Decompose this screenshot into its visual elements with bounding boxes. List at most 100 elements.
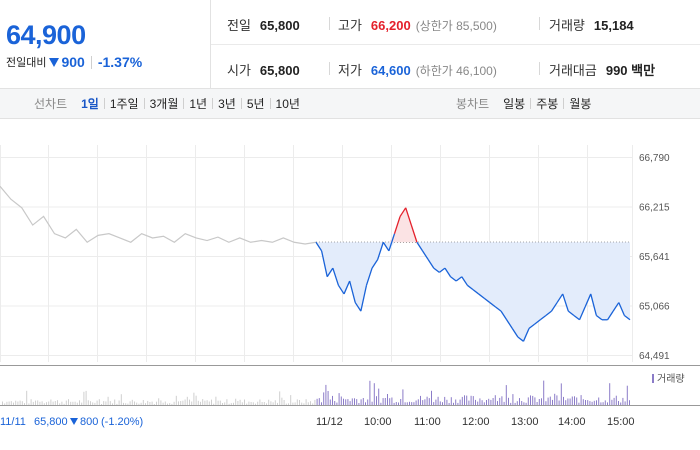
volume-bar bbox=[19, 400, 21, 405]
volume-bar bbox=[94, 402, 96, 405]
tab-5year[interactable]: 5년 bbox=[246, 97, 265, 111]
volume-bar bbox=[123, 402, 124, 405]
tab-weekly-candle[interactable]: 주봉 bbox=[536, 97, 559, 111]
prev-close-value: 65,800 bbox=[259, 18, 300, 33]
tab-monthly-candle[interactable]: 월봉 bbox=[569, 97, 592, 111]
volume-bar bbox=[448, 403, 450, 405]
volume-bar bbox=[305, 399, 307, 405]
prev-day-line bbox=[0, 185, 317, 245]
price-line-segment bbox=[528, 323, 536, 329]
volume-bar bbox=[26, 390, 28, 405]
volume-bar bbox=[461, 396, 463, 405]
volume-bar bbox=[620, 402, 622, 405]
volume-bar bbox=[538, 399, 540, 405]
volume-bar bbox=[563, 396, 564, 405]
volume-bar bbox=[162, 402, 164, 405]
tab-1week[interactable]: 1주일 bbox=[109, 97, 139, 111]
volume-bar bbox=[83, 391, 85, 405]
amount-label: 거래대금 bbox=[549, 63, 597, 78]
price-line-segment bbox=[326, 267, 334, 278]
amount-value: 990 백만 bbox=[605, 63, 656, 78]
volume-bar bbox=[426, 396, 428, 405]
tab-10year[interactable]: 10년 bbox=[275, 97, 300, 111]
high-label: 고가 bbox=[338, 18, 362, 33]
volume-bar bbox=[389, 398, 391, 405]
price-line-segment bbox=[455, 276, 463, 282]
volume-bar bbox=[125, 403, 127, 405]
volume-bar bbox=[175, 395, 177, 405]
volume-bar bbox=[362, 398, 364, 405]
tab-3year[interactable]: 3년 bbox=[218, 97, 236, 111]
volume-bar bbox=[490, 399, 492, 405]
candle-chart-tabs: 봉차트 일봉 주봉 월봉 bbox=[456, 95, 596, 112]
chart-period-bar: 선차트 1일 1주일 3개월 1년 3년 5년 10년 봉차트 일봉 주봉 월봉 bbox=[0, 89, 700, 119]
volume-bar bbox=[558, 400, 560, 405]
volume-bar bbox=[149, 402, 151, 405]
volume-bar bbox=[312, 403, 314, 405]
volume-bar bbox=[131, 399, 133, 405]
volume-bar bbox=[296, 399, 298, 405]
price-line-segment bbox=[337, 284, 345, 295]
volume-bar bbox=[241, 402, 243, 405]
volume-bar bbox=[593, 400, 595, 405]
price-line-segment bbox=[562, 293, 569, 312]
volume-bar bbox=[96, 400, 98, 405]
tab-1year[interactable]: 1년 bbox=[189, 97, 208, 111]
x-tick-label: 13:00 bbox=[511, 416, 539, 428]
volume-bar bbox=[574, 396, 575, 405]
tab-divider bbox=[103, 98, 105, 109]
volume-bar bbox=[384, 398, 386, 405]
volume-bar bbox=[472, 396, 474, 405]
volume-bar bbox=[417, 399, 419, 405]
volume-bar bbox=[307, 402, 309, 405]
volume-bar bbox=[167, 403, 168, 405]
volume-bar bbox=[327, 391, 329, 405]
price-line-segment bbox=[556, 293, 564, 303]
volume-bar bbox=[87, 400, 89, 405]
price-line-segment bbox=[578, 306, 586, 321]
volume-bar bbox=[74, 401, 76, 405]
volume-bar bbox=[519, 398, 520, 405]
volume-bar bbox=[321, 402, 322, 405]
divider bbox=[329, 62, 330, 75]
volume-bar bbox=[257, 401, 259, 405]
volume-bar bbox=[470, 395, 472, 405]
volume-bar bbox=[314, 399, 316, 405]
volume-bar bbox=[202, 399, 204, 405]
open-value: 65,800 bbox=[259, 63, 300, 78]
volume-bar bbox=[118, 400, 120, 405]
price-line-segment bbox=[478, 293, 485, 299]
volume-bar bbox=[437, 396, 439, 405]
volume-bar bbox=[184, 399, 186, 405]
low-value: 64,600 bbox=[370, 63, 411, 78]
volume-bar bbox=[541, 398, 542, 405]
volume-bar bbox=[301, 402, 303, 405]
tab-divider bbox=[530, 98, 532, 109]
volume-bar bbox=[459, 399, 461, 405]
volume-bar bbox=[186, 396, 188, 405]
volume-bar bbox=[21, 401, 23, 405]
tab-divider bbox=[212, 98, 214, 109]
volume-label: 거래량 bbox=[549, 18, 585, 33]
volume-bar bbox=[28, 403, 30, 405]
prev-day-close: 65,800 bbox=[34, 416, 68, 428]
price-line-segment bbox=[539, 314, 547, 321]
volume-bar bbox=[464, 395, 465, 405]
volume-bar bbox=[81, 402, 83, 405]
volume-bar bbox=[57, 400, 58, 405]
volume-bar bbox=[395, 402, 397, 405]
tab-daily-candle[interactable]: 일봉 bbox=[503, 97, 526, 111]
volume-bar bbox=[600, 402, 602, 405]
volume-bar bbox=[468, 400, 470, 405]
volume-bar bbox=[147, 400, 149, 405]
tab-3month[interactable]: 3개월 bbox=[149, 97, 179, 111]
volume-bar bbox=[290, 395, 292, 405]
tab-1day[interactable]: 1일 bbox=[81, 97, 99, 111]
tab-divider bbox=[183, 98, 185, 109]
volume-bar bbox=[569, 398, 571, 405]
prev-day-rate: (-1.20%) bbox=[101, 416, 143, 428]
volume-bar bbox=[250, 402, 252, 405]
price-line-segment bbox=[438, 267, 446, 273]
volume-bar bbox=[433, 402, 435, 405]
volume-bar bbox=[54, 401, 56, 405]
